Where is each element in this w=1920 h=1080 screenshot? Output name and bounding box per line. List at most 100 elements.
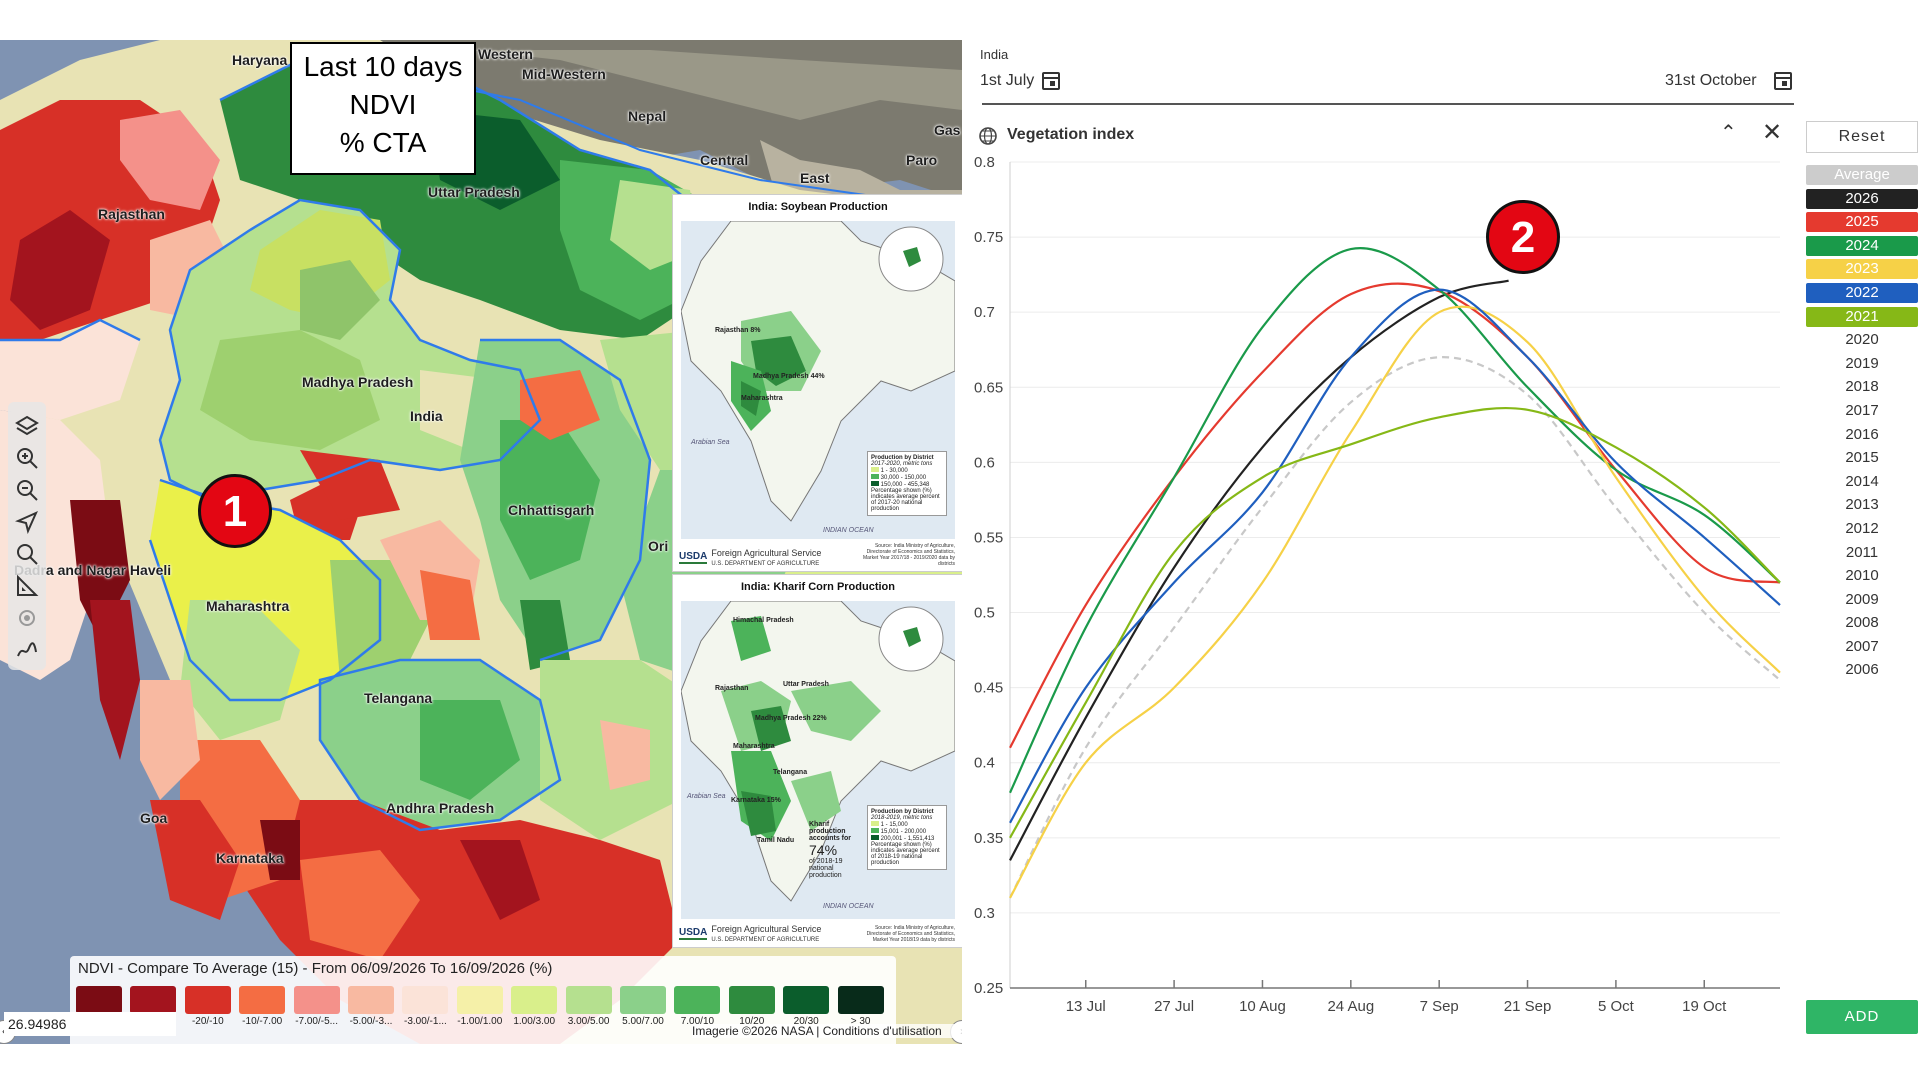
place-label: Western [478,46,533,62]
x-tick-label: 21 Sep [1504,998,1552,1015]
inset-label: Arabian Sea [687,793,726,800]
legend-swatch [728,986,775,1014]
inset-title: India: Soybean Production [748,201,888,213]
year-toggle-2009[interactable]: 2009 [1806,589,1918,610]
legend-swatch [293,986,340,1014]
year-toggle-2007[interactable]: 2007 [1806,636,1918,657]
zoom-in-icon[interactable] [15,446,39,470]
place-label: Telangana [364,690,433,706]
layers-icon[interactable] [15,414,39,438]
place-label: Haryana [232,52,288,68]
legend-swatch [511,986,558,1014]
year-toggle-2019[interactable]: 2019 [1806,353,1918,374]
kharif-note: Kharif production accounts for 74% of 20… [809,821,852,879]
y-tick-label: 0.8 [974,154,995,171]
inset-label: Tamil Nadu [757,837,795,844]
place-label: Madhya Pradesh [302,374,414,390]
inset-legend-sub: 2018-2019, metric tons [871,815,933,821]
legend-swatch-label: -10/-7.00 [242,1016,283,1027]
panel-title: Vegetation index [1007,126,1135,143]
place-label: India [410,408,443,424]
y-tick-label: 0.45 [974,680,1003,697]
series-line-2026 [1009,279,1509,861]
place-label: Goa [140,810,168,826]
vegetation-index-chart: 0.25 0.3 0.35 0.4 0.45 0.5 0.55 0.6 0.65 0.7 0.75 0… [974,154,1781,1015]
reset-button[interactable]: Reset [1806,121,1918,153]
legend-swatch-label: 5.00/7.00 [622,1016,664,1027]
year-toggle-2024[interactable]: 2024 [1806,235,1918,256]
calendar-icon[interactable] [1042,72,1060,90]
year-toggle-2013[interactable]: 2013 [1806,495,1918,516]
year-toggle-2014[interactable]: 2014 [1806,471,1918,492]
place-label: Uttar Pradesh [428,184,520,200]
marker-1: 1 [198,474,272,548]
year-toggle-average[interactable]: Average [1806,165,1918,185]
legend-title: NDVI - Compare To Average (15) - From 06… [78,960,553,977]
add-button[interactable]: ADD [1806,1000,1918,1034]
legend-swatch-label: 1.00/3.00 [513,1016,556,1027]
place-label: Nepal [628,108,667,124]
series-line-average [1009,356,1781,899]
place-label: Andhra Pradesh [386,800,495,816]
inset-legend-row: 1 - 30,000 [871,467,943,474]
inset-label: Madhya Pradesh 44% [753,373,825,380]
year-toggle-2020[interactable]: 2020 [1806,330,1918,351]
draw-icon[interactable] [15,638,39,662]
place-label: Rajasthan [98,206,165,222]
imagery-credit: Imagerie ©2026 NASA | Conditions d'utili… [692,1024,962,1038]
map-panel[interactable]: Last 10 days NDVI % CTA Haryana Western … [0,40,962,1044]
inset-footer: USDA Foreign Agricultural Service U.S. DE… [679,924,821,943]
inset-legend-sub: 2017-2020, metric tons [871,461,933,467]
callout-line: Last 10 days [303,51,463,82]
year-toggle-2021[interactable]: 2021 [1806,306,1918,327]
y-tick-label: 0.6 [974,454,995,471]
year-toggle-2016[interactable]: 2016 [1806,424,1918,445]
year-toggle-2017[interactable]: 2017 [1806,400,1918,421]
legend-swatch [783,986,830,1014]
place-label: Central [700,152,749,168]
inset-legend: Production by District 2018-2019, metric… [867,805,947,870]
y-tick-label: 0.65 [974,379,1003,396]
inset-legend-row: 1 - 15,000 [871,821,943,828]
legend-swatch [239,986,286,1014]
close-icon[interactable]: ✕ [1762,119,1783,146]
year-toggle-2006[interactable]: 2006 [1806,660,1918,681]
place-label: Mid-Western [522,66,606,82]
year-toggle-2022[interactable]: 2022 [1806,282,1918,303]
legend-swatch [456,986,503,1014]
x-tick-label: 7 Sep [1420,998,1459,1015]
year-toggle-2008[interactable]: 2008 [1806,613,1918,634]
locate-icon[interactable] [15,606,39,630]
year-toggle-2010[interactable]: 2010 [1806,566,1918,587]
legend-swatch [402,986,449,1014]
measure-icon[interactable] [15,574,39,598]
inset-legend-note: Percentage shown (%) indicates average p… [871,842,940,866]
year-toggle-2011[interactable]: 2011 [1806,542,1918,563]
y-tick-label: 0.25 [974,980,1003,997]
end-date[interactable]: 31st October [1665,72,1757,89]
calendar-icon[interactable] [1774,72,1792,90]
chevron-up-icon[interactable]: ⌃ [1720,122,1737,144]
navigate-icon[interactable] [15,510,39,534]
year-toggle-2025[interactable]: 2025 [1806,212,1918,233]
series-line-2021 [1009,407,1781,839]
inset-label: Rajasthan 8% [715,327,761,334]
year-toggle-2015[interactable]: 2015 [1806,448,1918,469]
y-tick-label: 0.4 [974,755,995,772]
inset-label: INDIAN OCEAN [823,527,874,534]
date-range-slider[interactable] [982,103,1794,105]
start-date[interactable]: 1st July [980,72,1035,89]
year-toggle-2023[interactable]: 2023 [1806,259,1918,280]
usda-logo: USDA [679,927,708,940]
legend-swatch [130,986,177,1014]
search-icon[interactable] [15,542,39,566]
legend-swatch [674,986,721,1014]
year-toggle-2012[interactable]: 2012 [1806,518,1918,539]
year-toggle-2026[interactable]: 2026 [1806,188,1918,209]
year-toggle-2018[interactable]: 2018 [1806,377,1918,398]
legend-swatch [565,986,612,1014]
zoom-out-icon[interactable] [15,478,39,502]
region-label: India [980,47,1009,62]
usda-logo: USDA [679,551,708,564]
place-label: Maharashtra [206,598,290,614]
